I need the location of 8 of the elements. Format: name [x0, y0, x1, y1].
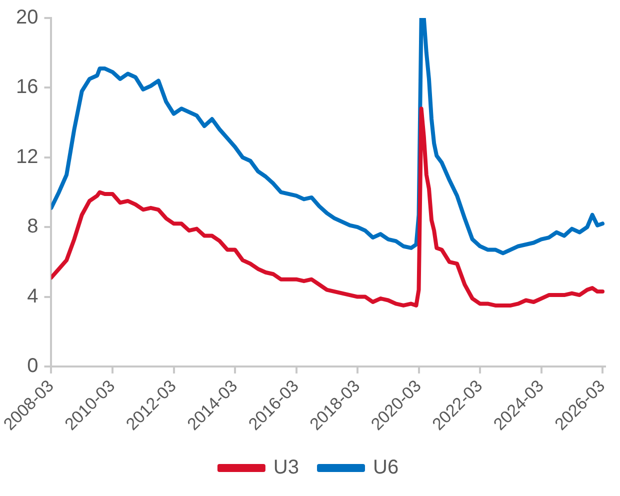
legend-label: U6 — [373, 456, 399, 479]
y-tick-label: 0 — [27, 354, 38, 377]
y-tick-label: 4 — [27, 285, 38, 308]
y-tick-label: 12 — [16, 146, 38, 168]
legend-label: U3 — [273, 456, 300, 479]
y-tick-label: 16 — [16, 76, 38, 98]
y-tick-label: 8 — [27, 216, 38, 238]
y-tick-label: 20 — [16, 6, 38, 29]
